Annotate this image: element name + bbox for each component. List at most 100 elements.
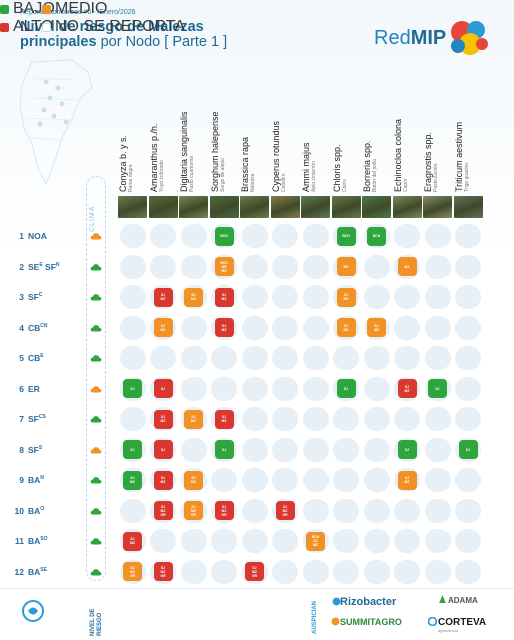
redmip-logo: RedMIP	[374, 18, 498, 58]
weed-common-name: Cebollín	[280, 173, 287, 192]
grid-cell	[272, 224, 298, 248]
grid-cell	[455, 285, 481, 309]
grid-cell	[150, 529, 176, 553]
risk-badge: SJ MZ GR	[153, 501, 173, 520]
node-name-2: SF	[42, 261, 56, 272]
grid-cell	[424, 315, 451, 340]
grid-cell	[363, 346, 390, 370]
risk-badge-line: SJ	[221, 415, 227, 419]
risk-badge-line: GR	[160, 512, 166, 517]
node-name: SF	[28, 444, 39, 455]
nivel-de-riesgo-label: NIVEL DE RIESGO	[86, 586, 112, 638]
node-label: 8 SFS	[12, 445, 80, 455]
risk-badge: SJ MZ	[123, 470, 142, 490]
grid-cell	[302, 315, 329, 340]
weed-name: Borreria spp. Botón del pollo	[362, 64, 378, 192]
grid-cell	[333, 529, 359, 553]
grid-cell	[333, 468, 359, 492]
weed-name: Sorghum halepense Sorgo de alepo	[210, 64, 226, 192]
grid-cell	[241, 315, 268, 340]
weed-column: Chloris spp. Cloris	[331, 88, 362, 218]
legend-item: NO SE REPORTA	[42, 18, 185, 36]
sponsor-name: Rizobacter	[340, 596, 397, 608]
weed-name: Cyperus rotundus Cebollín	[271, 64, 287, 192]
risk-badge-line: MZ	[160, 297, 166, 301]
grid-cell	[302, 285, 329, 309]
grid-cell	[272, 437, 298, 462]
risk-badge-line: SJ	[160, 386, 166, 391]
node-sup: S	[38, 444, 43, 451]
risk-badge: SJ MZ GR	[275, 501, 295, 520]
grid-cell	[455, 346, 481, 370]
weed-common-name: Pasto ilusión	[433, 163, 439, 192]
grid-cell	[241, 437, 268, 462]
node-name: ER	[28, 383, 40, 394]
weed-name: Conyza b. y s. Rama negra	[118, 64, 134, 192]
node-label: 3 SFC	[12, 292, 80, 302]
risk-badge: BCH SJ MZ	[306, 531, 325, 551]
grid-cell	[333, 407, 359, 431]
grid-cell	[150, 346, 176, 370]
node-number: 4	[19, 322, 24, 333]
risk-badge-line: SJ	[160, 447, 166, 452]
clima-label-text: CLIMA	[89, 205, 96, 232]
risk-badge-line: MZ	[160, 480, 166, 484]
risk-badge: SJ MZ	[153, 409, 173, 429]
risk-badge-line: MZ	[130, 480, 135, 484]
risk-badge-line: MZ	[160, 569, 166, 574]
weed-common-name: Sorgo de alepo	[219, 158, 226, 192]
grid-cell	[241, 407, 268, 431]
node-number: 7	[19, 414, 24, 424]
node-number: 3	[19, 292, 24, 302]
auspician-label: AUSPICIAN	[310, 588, 324, 638]
sponsor-name: CORTEVA	[438, 617, 487, 628]
footer-logo-icon	[22, 600, 44, 622]
risk-badge-line: BCH	[220, 234, 228, 238]
risk-badge-line: SJ	[160, 293, 166, 297]
risk-badge-line: MZ	[221, 327, 227, 332]
grid-cell	[119, 224, 146, 248]
grid-cell	[363, 254, 390, 279]
node-label: 11 BASO	[12, 536, 80, 546]
risk-badge: SJ MZ GR	[123, 562, 142, 581]
risk-badge-line: SJ	[343, 293, 349, 297]
risk-badge-line: MZ	[191, 297, 196, 301]
risk-badge: SJ MZ	[123, 531, 142, 551]
weed-column: Sorghum halepense Sorgo de alepo	[209, 88, 240, 218]
weed-scientific-name: Triticum aestivum	[453, 121, 464, 192]
grid-cell	[333, 498, 359, 523]
grid-cell	[424, 224, 451, 248]
risk-badge-line: SJ	[282, 504, 288, 509]
grid-cell	[150, 254, 176, 279]
grid-cell	[394, 407, 420, 431]
grid-cell	[272, 346, 298, 370]
grid-cell	[455, 315, 481, 340]
grid-cell	[394, 529, 420, 553]
cloud-icon	[90, 477, 102, 484]
brand-suffix: MIP	[410, 27, 447, 49]
node-label: 2 SEE SFN	[12, 262, 80, 272]
grid-cell	[119, 315, 146, 340]
weed-name: Triticum aestivum Trigo guacho	[454, 64, 470, 192]
risk-badge-line: MZ	[343, 327, 349, 332]
grid-cell	[119, 254, 146, 279]
grid-cell	[241, 468, 268, 492]
risk-badge-line: BCH	[342, 234, 350, 238]
legend-swatch	[42, 22, 51, 32]
grid-cell	[211, 346, 237, 370]
node-name: NOA	[28, 231, 47, 241]
weed-scientific-name: Eragrostis spp.	[423, 131, 433, 192]
grid-cell	[272, 468, 298, 492]
risk-badge-line: SJ	[160, 323, 166, 328]
grid-cell	[272, 254, 298, 279]
risk-badge: SJ	[428, 379, 447, 398]
weed-name: Amaranthus p./h. Yuyo colorado	[149, 64, 165, 192]
weed-common-name: Botón del pollo	[372, 158, 378, 192]
risk-badge-line: MZ	[160, 508, 166, 513]
risk-badge-line: MZ	[221, 508, 227, 513]
grid-cell	[272, 376, 298, 401]
risk-badge-line: BCH	[220, 260, 228, 265]
risk-badge: SJ MZ	[214, 287, 234, 307]
grid-cell	[119, 498, 146, 523]
brand-prefix: Red	[374, 27, 411, 49]
